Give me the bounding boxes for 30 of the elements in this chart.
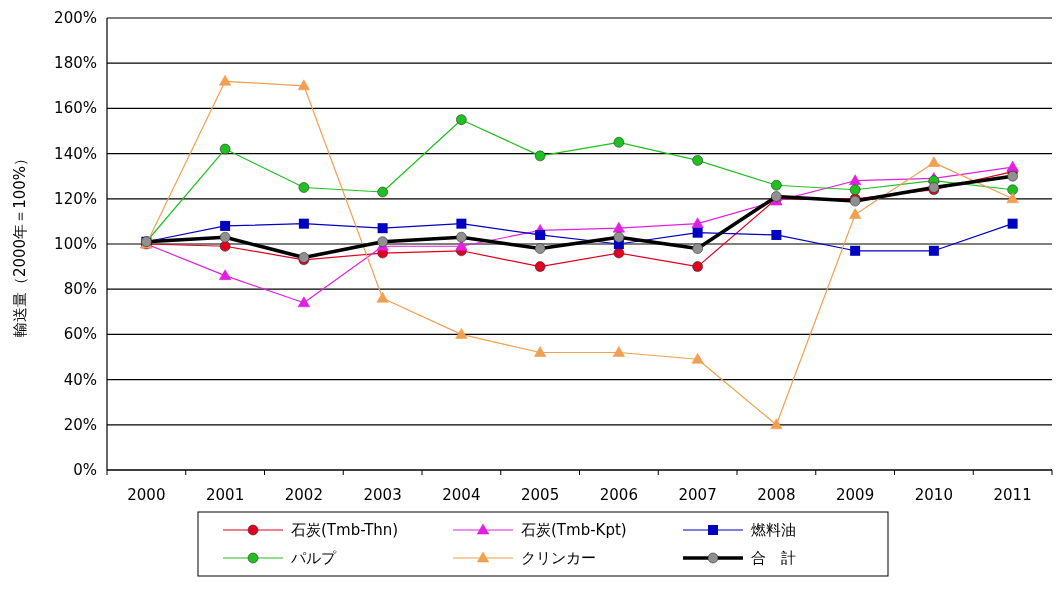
x-tick-label: 2005 — [521, 486, 560, 504]
x-tick-label: 2010 — [914, 486, 953, 504]
x-tick-label: 2009 — [836, 486, 875, 504]
y-tick-label: 120% — [54, 189, 97, 208]
x-tick-label: 2004 — [442, 486, 481, 504]
x-tick-label: 2003 — [363, 486, 402, 504]
y-tick-label: 80% — [63, 280, 97, 299]
y-tick-label: 160% — [54, 99, 97, 118]
y-tick-label: 140% — [54, 144, 97, 163]
x-tick-label: 2000 — [127, 486, 166, 504]
legend-label: クリンカー — [521, 549, 596, 567]
y-tick-label: 60% — [63, 325, 97, 344]
legend-label: 合 計 — [751, 549, 796, 567]
y-tick-label: 40% — [63, 370, 97, 389]
legend-label: パルプ — [290, 549, 337, 567]
y-tick-label: 100% — [54, 235, 97, 253]
y-tick-label: 0% — [73, 461, 97, 479]
y-axis-title: 輸送量（2000年＝100%） — [11, 150, 29, 338]
x-tick-label: 2007 — [678, 486, 717, 504]
y-tick-label: 20% — [63, 415, 97, 434]
x-tick-label: 2006 — [599, 486, 638, 504]
legend-label: 燃料油 — [751, 521, 796, 539]
legend-label: 石炭(Tmb-Kpt) — [521, 521, 627, 539]
x-tick-label: 2008 — [757, 486, 796, 504]
y-tick-label: 180% — [54, 54, 97, 73]
x-tick-label: 2002 — [284, 486, 323, 504]
x-tick-label: 2001 — [206, 486, 245, 504]
y-tick-label: 200% — [54, 9, 97, 27]
x-tick-label: 2011 — [993, 486, 1032, 504]
legend-label: 石炭(Tmb-Thn) — [291, 521, 399, 539]
